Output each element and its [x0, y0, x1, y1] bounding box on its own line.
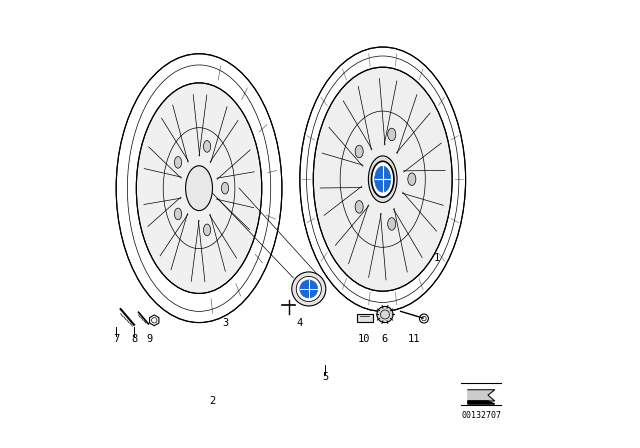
Text: 10: 10 — [358, 334, 370, 344]
Text: 4: 4 — [297, 318, 303, 328]
Ellipse shape — [221, 182, 228, 194]
Ellipse shape — [314, 67, 452, 291]
Ellipse shape — [355, 145, 363, 158]
Ellipse shape — [372, 161, 394, 197]
Text: 11: 11 — [408, 334, 420, 344]
Ellipse shape — [300, 47, 466, 311]
Ellipse shape — [296, 276, 321, 302]
Text: 7: 7 — [113, 334, 119, 344]
Ellipse shape — [388, 128, 396, 141]
Ellipse shape — [175, 208, 182, 220]
Text: 2: 2 — [209, 396, 216, 406]
Ellipse shape — [355, 201, 363, 213]
Text: 3: 3 — [223, 318, 229, 328]
Ellipse shape — [292, 272, 326, 306]
Ellipse shape — [204, 141, 211, 152]
Ellipse shape — [116, 54, 282, 323]
Ellipse shape — [388, 218, 396, 230]
Ellipse shape — [377, 306, 393, 323]
Ellipse shape — [175, 156, 182, 168]
Ellipse shape — [374, 166, 391, 192]
Text: 9: 9 — [147, 334, 153, 344]
Ellipse shape — [369, 156, 397, 202]
Bar — [356, 314, 373, 322]
Ellipse shape — [300, 280, 317, 298]
Text: 00132707: 00132707 — [461, 411, 501, 420]
Text: 5: 5 — [323, 372, 328, 382]
Text: 8: 8 — [131, 334, 137, 344]
Ellipse shape — [136, 83, 262, 293]
Ellipse shape — [408, 173, 416, 185]
Polygon shape — [468, 401, 495, 404]
Text: 1: 1 — [433, 253, 440, 263]
Ellipse shape — [186, 166, 212, 211]
Polygon shape — [468, 390, 495, 401]
Ellipse shape — [204, 224, 211, 236]
Text: 6: 6 — [382, 334, 388, 344]
